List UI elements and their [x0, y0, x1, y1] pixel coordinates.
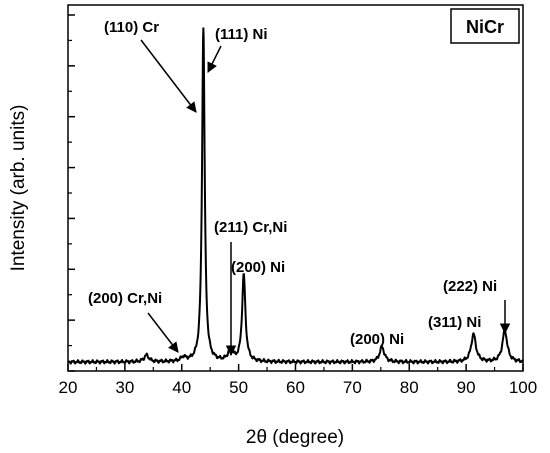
series-line-nicr [67, 27, 524, 366]
annotation-111-ni: (111) Ni [215, 26, 268, 43]
y-axis-ticks [68, 14, 75, 372]
annotations: (110) Cr (111) Ni (211) Cr,Ni (200) Ni (… [88, 19, 511, 357]
annotation-110-cr-arrow [140, 39, 197, 113]
annotation-200-crni-arrow [147, 312, 179, 353]
x-tick-label: 80 [400, 378, 419, 397]
annotation-311-ni: (311) Ni [428, 314, 481, 331]
annotation-111-ni-arrow [207, 45, 222, 73]
x-tick-label: 40 [172, 378, 191, 397]
annotation-200-ni-a: (200) Ni [231, 259, 285, 276]
annotation-200-crni: (200) Cr,Ni [88, 290, 162, 307]
annotation-110-cr: (110) Cr [104, 19, 159, 36]
x-tick-label: 30 [115, 378, 134, 397]
annotation-200-ni-b: (200) Ni [350, 331, 404, 348]
x-tick-label: 20 [59, 378, 78, 397]
annotation-211-crni: (211) Cr,Ni [214, 219, 287, 236]
x-tick-label: 60 [286, 378, 305, 397]
x-tick-label: 50 [229, 378, 248, 397]
x-axis-label: 2θ (degree) [246, 427, 344, 448]
x-tick-label: 90 [457, 378, 476, 397]
x-tick-label: 100 [509, 378, 537, 397]
x-axis-ticks: 20 30 40 50 60 70 80 90 100 [59, 364, 537, 397]
x-tick-label: 70 [343, 378, 362, 397]
legend-box [450, 8, 520, 44]
y-axis-label: Intensity (arb. units) [8, 105, 29, 272]
legend: NiCr [450, 8, 520, 44]
annotation-222-ni: (222) Ni [443, 278, 497, 295]
legend-label: NiCr [466, 17, 504, 37]
